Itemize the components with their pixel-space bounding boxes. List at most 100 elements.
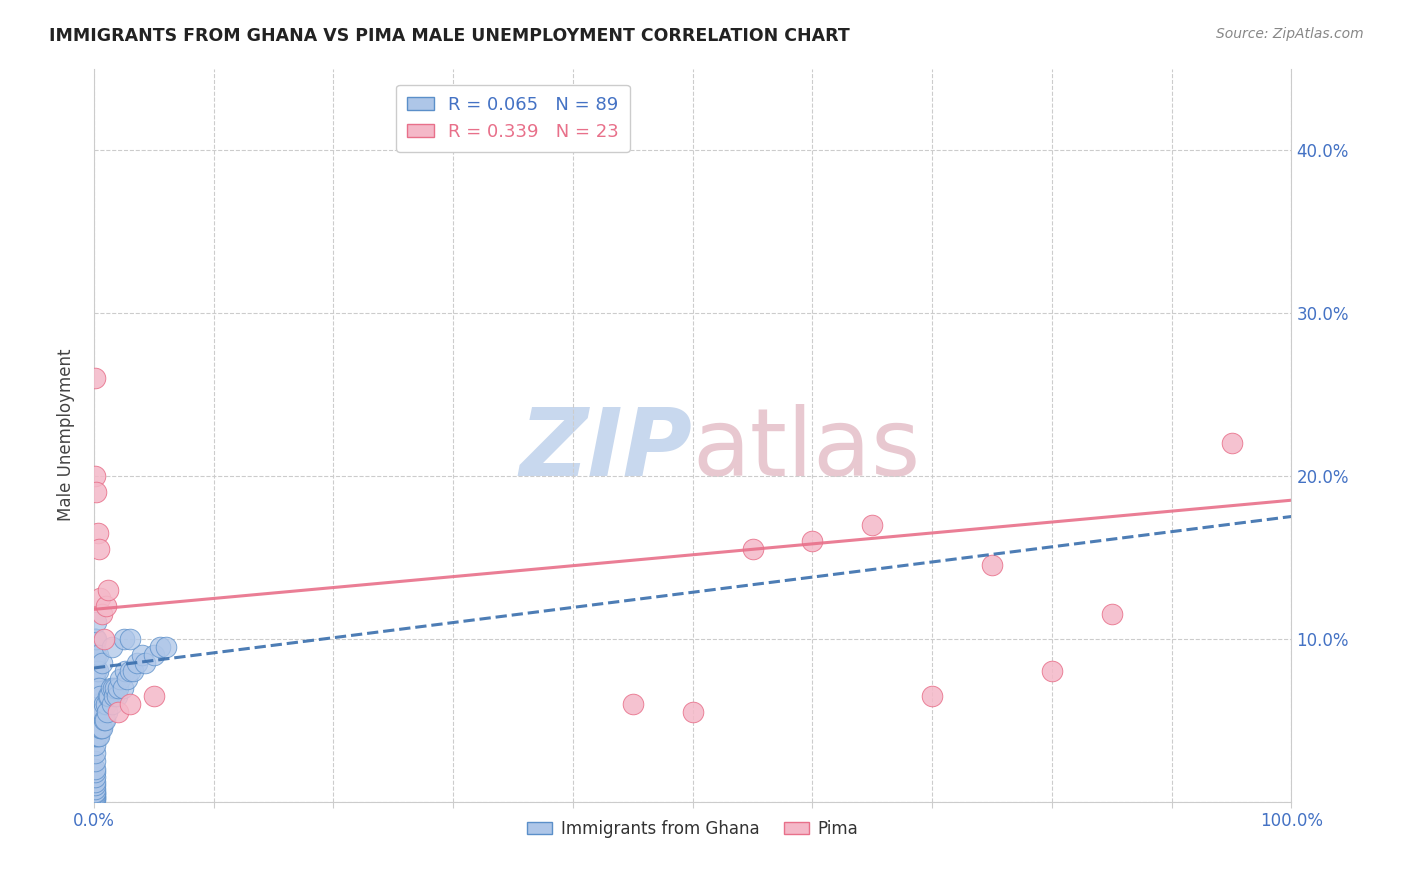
Point: [621, 697, 644, 711]
Point: [84, 762, 107, 776]
Text: Source: ZipAtlas.com: Source: ZipAtlas.com: [1216, 27, 1364, 41]
Legend: Immigrants from Ghana, Pima: Immigrants from Ghana, Pima: [520, 814, 865, 845]
Point: [84, 371, 107, 385]
Point: [84, 786, 107, 800]
Point: [84, 746, 107, 760]
Point: [1040, 665, 1063, 679]
Point: [93, 632, 115, 646]
Point: [86, 713, 108, 727]
Point: [131, 648, 153, 662]
Point: [86, 485, 108, 500]
Point: [84, 721, 107, 735]
Point: [84, 738, 107, 752]
Point: [142, 689, 165, 703]
Point: [86, 697, 108, 711]
Point: [86, 632, 108, 646]
Point: [89, 721, 111, 735]
Point: [107, 705, 129, 719]
Point: [101, 681, 124, 695]
Point: [84, 468, 107, 483]
Point: [94, 697, 117, 711]
Point: [89, 705, 111, 719]
Point: [117, 673, 139, 687]
Point: [84, 778, 107, 792]
Point: [87, 730, 110, 744]
Point: [101, 640, 124, 654]
Point: [91, 607, 114, 622]
Point: [149, 640, 172, 654]
Point: [84, 648, 107, 662]
Point: [112, 632, 135, 646]
Point: [84, 789, 107, 804]
Point: [84, 788, 107, 802]
Point: [84, 681, 107, 695]
Point: [981, 558, 1004, 573]
Point: [87, 713, 110, 727]
Point: [101, 697, 124, 711]
Point: [105, 689, 128, 703]
Point: [87, 697, 110, 711]
Point: [125, 656, 148, 670]
Point: [86, 648, 108, 662]
Point: [155, 640, 177, 654]
Point: [84, 705, 107, 719]
Point: [142, 648, 165, 662]
Point: [114, 665, 136, 679]
Point: [84, 681, 107, 695]
Point: [84, 656, 107, 670]
Point: [84, 689, 107, 703]
Point: [93, 713, 115, 727]
Point: [110, 673, 132, 687]
Point: [84, 775, 107, 789]
Point: [86, 615, 108, 630]
Point: [96, 705, 118, 719]
Point: [1220, 436, 1243, 450]
Point: [84, 665, 107, 679]
Point: [118, 697, 141, 711]
Point: [84, 793, 107, 807]
Point: [89, 591, 111, 605]
Point: [93, 713, 115, 727]
Point: [134, 656, 156, 670]
Point: [84, 648, 107, 662]
Point: [84, 785, 107, 799]
Point: [86, 525, 108, 540]
Text: ZIP: ZIP: [520, 404, 693, 496]
Point: [741, 542, 763, 557]
Point: [86, 730, 108, 744]
Point: [84, 697, 107, 711]
Text: IMMIGRANTS FROM GHANA VS PIMA MALE UNEMPLOYMENT CORRELATION CHART: IMMIGRANTS FROM GHANA VS PIMA MALE UNEMP…: [49, 27, 851, 45]
Point: [86, 681, 108, 695]
Point: [90, 721, 112, 735]
Point: [86, 730, 108, 744]
Point: [111, 681, 134, 695]
Point: [89, 689, 111, 703]
Point: [93, 697, 115, 711]
Point: [84, 791, 107, 805]
Point: [94, 599, 117, 613]
Text: atlas: atlas: [693, 404, 921, 496]
Point: [97, 689, 120, 703]
Point: [84, 765, 107, 780]
Point: [90, 705, 112, 719]
Point: [84, 713, 107, 727]
Point: [921, 689, 943, 703]
Point: [91, 721, 114, 735]
Point: [860, 517, 883, 532]
Point: [84, 632, 107, 646]
Point: [84, 665, 107, 679]
Point: [107, 681, 129, 695]
Point: [97, 582, 120, 597]
Point: [86, 681, 108, 695]
Point: [91, 656, 114, 670]
Point: [91, 705, 114, 719]
Point: [87, 542, 110, 557]
Point: [84, 673, 107, 687]
Point: [84, 632, 107, 646]
Point: [86, 697, 108, 711]
Point: [122, 665, 145, 679]
Point: [100, 681, 122, 695]
Point: [86, 713, 108, 727]
Point: [801, 533, 824, 548]
Point: [103, 689, 125, 703]
